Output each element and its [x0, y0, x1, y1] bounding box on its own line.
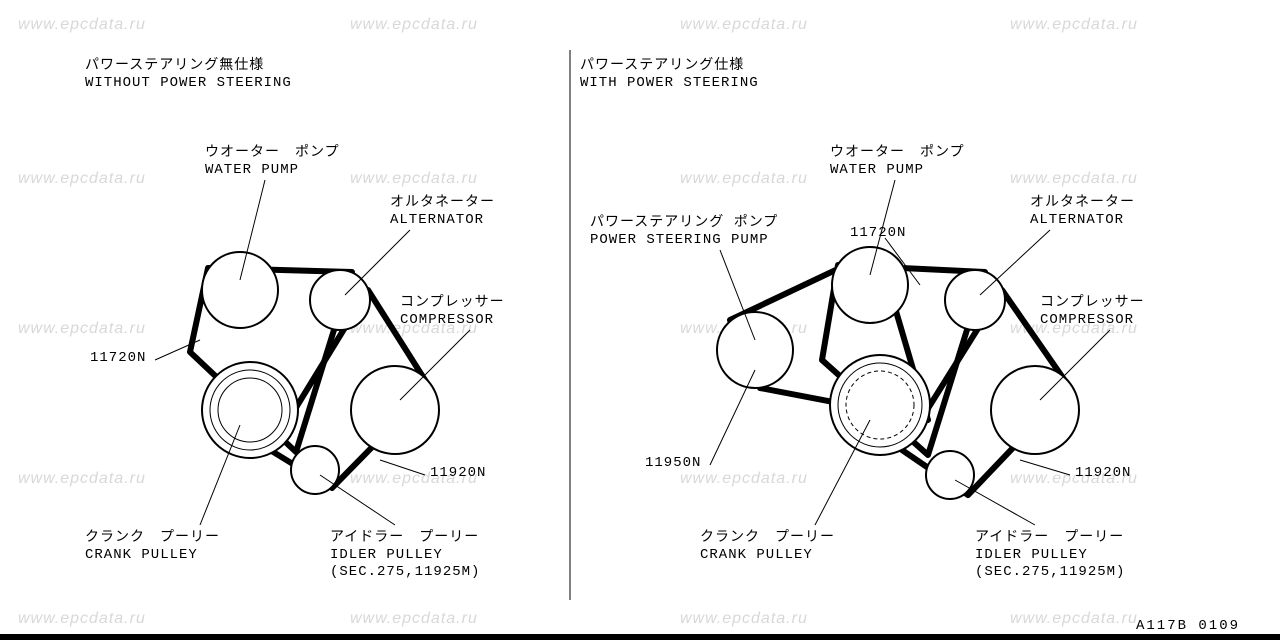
part-code: A117B 0109	[1136, 618, 1240, 634]
left-label-water-pump-jp: ウオーター ポンプ	[205, 145, 340, 162]
right-label-belt-11920N-en: 11920N	[1075, 465, 1131, 482]
left-label-crank-pulley-en: CRANK PULLEY	[85, 547, 220, 564]
right-label-ps-pump: パワーステアリング ポンプPOWER STEERING PUMP	[590, 215, 778, 249]
right-label-water-pump-en: WATER PUMP	[830, 162, 965, 179]
right-label-idler-pulley: アイドラー プーリーIDLER PULLEY(SEC.275,11925M)	[975, 530, 1125, 580]
right-label-11720N-en: 11720N	[850, 225, 906, 242]
left-label-idler-pulley-en: IDLER PULLEY	[330, 547, 480, 564]
left-label-idler-pulley-jp: アイドラー プーリー	[330, 530, 480, 547]
heading-right-en: WITH POWER STEERING	[580, 75, 759, 92]
left-label-belt-11720N: 11720N	[90, 350, 146, 367]
right-label-ps-pump-en: POWER STEERING PUMP	[590, 232, 778, 249]
left-label-alternator-en: ALTERNATOR	[390, 212, 495, 229]
right-label-crank-pulley-jp: クランク プーリー	[700, 530, 835, 547]
right-label-idler-pulley-en: IDLER PULLEY	[975, 547, 1125, 564]
left-label-alternator: オルタネーターALTERNATOR	[390, 195, 495, 229]
left-label-crank-pulley: クランク プーリーCRANK PULLEY	[85, 530, 220, 564]
right-label-alternator-en: ALTERNATOR	[1030, 212, 1135, 229]
left-label-water-pump: ウオーター ポンプWATER PUMP	[205, 145, 340, 179]
left-label-belt-11920N-en: 11920N	[430, 465, 486, 482]
heading-left: パワーステアリング無仕様 WITHOUT POWER STEERING	[85, 58, 292, 92]
left-label-compressor-jp: コンプレッサー	[400, 295, 505, 312]
right-label-water-pump-jp: ウオーター ポンプ	[830, 145, 965, 162]
left-label-belt-11720N-en: 11720N	[90, 350, 146, 367]
right-label-idler-pulley-jp: アイドラー プーリー	[975, 530, 1125, 547]
right-label-compressor: コンプレッサーCOMPRESSOR	[1040, 295, 1145, 329]
diagram-canvas: www.epcdata.ruwww.epcdata.ruwww.epcdata.…	[0, 0, 1280, 640]
left-label-idler-pulley: アイドラー プーリーIDLER PULLEY(SEC.275,11925M)	[330, 530, 480, 580]
left-label-compressor-en: COMPRESSOR	[400, 312, 505, 329]
left-label-alternator-jp: オルタネーター	[390, 195, 495, 212]
bottom-bar	[0, 634, 1280, 640]
right-label-11720N: 11720N	[850, 225, 906, 242]
right-label-belt-11920N: 11920N	[1075, 465, 1131, 482]
left-label-compressor: コンプレッサーCOMPRESSOR	[400, 295, 505, 329]
left-label-belt-11920N: 11920N	[430, 465, 486, 482]
heading-right: パワーステアリング仕様 WITH POWER STEERING	[580, 58, 759, 92]
right-label-crank-pulley-en: CRANK PULLEY	[700, 547, 835, 564]
right-label-alternator-jp: オルタネーター	[1030, 195, 1135, 212]
right-label-11950N-en: 11950N	[645, 455, 701, 472]
right-label-compressor-jp: コンプレッサー	[1040, 295, 1145, 312]
heading-right-jp: パワーステアリング仕様	[580, 58, 759, 75]
heading-left-jp: パワーステアリング無仕様	[85, 58, 292, 75]
right-label-water-pump: ウオーター ポンプWATER PUMP	[830, 145, 965, 179]
heading-left-en: WITHOUT POWER STEERING	[85, 75, 292, 92]
right-label-alternator: オルタネーターALTERNATOR	[1030, 195, 1135, 229]
right-label-11950N: 11950N	[645, 455, 701, 472]
right-label-crank-pulley: クランク プーリーCRANK PULLEY	[700, 530, 835, 564]
left-label-crank-pulley-jp: クランク プーリー	[85, 530, 220, 547]
left-label-water-pump-en: WATER PUMP	[205, 162, 340, 179]
right-label-compressor-en: COMPRESSOR	[1040, 312, 1145, 329]
right-label-idler-pulley-en2: (SEC.275,11925M)	[975, 564, 1125, 581]
right-label-ps-pump-jp: パワーステアリング ポンプ	[590, 215, 778, 232]
left-label-idler-pulley-en2: (SEC.275,11925M)	[330, 564, 480, 581]
